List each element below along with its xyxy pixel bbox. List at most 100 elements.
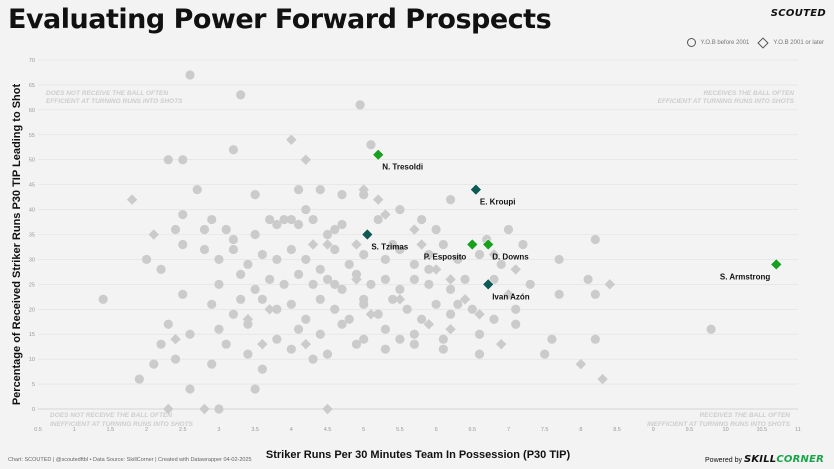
data-point-circle: [301, 204, 311, 215]
data-point-circle: [286, 299, 296, 309]
data-point-circle: [228, 145, 239, 155]
data-point-diamond: [510, 264, 521, 275]
data-point-diamond: [307, 239, 319, 250]
data-point-diamond: [430, 264, 442, 275]
data-point-circle: [257, 294, 267, 304]
data-point-circle: [395, 244, 405, 255]
data-point-circle: [380, 324, 391, 334]
highlighted-player-label: D. Downs: [492, 252, 529, 261]
data-point-diamond: [597, 373, 608, 385]
data-point-circle: [178, 289, 188, 299]
data-point-diamond: [459, 294, 471, 305]
data-point-circle: [388, 239, 398, 250]
data-point-circle: [134, 374, 144, 384]
highlighted-player-label: P. Esposito: [424, 252, 467, 261]
highlighted-player-label: E. Kroupi: [480, 198, 516, 207]
data-point-circle: [315, 264, 325, 274]
x-tick-label: 0.5: [34, 427, 42, 433]
quadrant-label-bottom-left-line2: INEFFICIENT AT TURNING RUNS INTO SHOTS: [50, 421, 194, 428]
data-point-circle: [554, 289, 564, 299]
data-point-circle: [359, 294, 369, 304]
data-point-circle: [395, 334, 405, 344]
data-point-circle: [192, 185, 202, 195]
data-point-circle: [207, 214, 217, 225]
data-point-circle: [236, 294, 246, 304]
data-point-circle: [221, 224, 231, 235]
data-point-circle: [445, 195, 456, 205]
data-point-circle: [250, 190, 260, 200]
data-point-circle: [409, 274, 419, 284]
data-point-diamond: [488, 249, 500, 260]
data-point-diamond: [300, 338, 312, 350]
data-point-circle: [141, 254, 152, 265]
data-point-circle: [445, 309, 456, 319]
data-point-circle: [337, 190, 347, 200]
data-point-circle: [257, 249, 267, 260]
data-point-circle: [409, 339, 419, 349]
data-point-diamond: [264, 304, 275, 315]
data-point-circle: [438, 334, 448, 344]
data-point-diamond: [148, 229, 160, 240]
data-point-circle: [265, 214, 275, 225]
data-point-diamond: [170, 334, 181, 345]
skillcorner-logo-b: CORNER: [776, 454, 824, 465]
legend-circle-icon: [687, 38, 697, 47]
y-tick-label: 20: [29, 307, 35, 313]
data-point-circle: [149, 359, 159, 369]
data-point-circle: [293, 269, 304, 279]
data-point-circle: [402, 304, 412, 314]
data-point-diamond: [416, 239, 427, 250]
y-tick-label: 10: [29, 357, 35, 363]
data-point-circle: [185, 329, 195, 339]
highlighted-player-label: S. Tzimas: [371, 243, 408, 252]
x-tick-label: 7: [507, 427, 510, 433]
data-point-diamond: [300, 154, 312, 165]
powered-by-label: Powered by: [705, 457, 742, 464]
data-point-circle: [315, 329, 325, 339]
data-point-circle: [221, 339, 231, 349]
x-tick-label: 1.5: [107, 427, 115, 433]
data-point-circle: [511, 319, 521, 329]
data-point-circle: [178, 209, 188, 220]
data-point-circle: [301, 254, 311, 265]
data-point-circle: [388, 294, 398, 304]
highlighted-player-marker: [770, 258, 783, 271]
data-point-circle: [453, 254, 463, 265]
data-point-circle: [286, 244, 296, 255]
highlighted-player-marker: [469, 183, 482, 196]
data-point-circle: [214, 254, 224, 265]
data-point-circle: [474, 329, 485, 339]
highlighted-player-marker: [361, 228, 374, 241]
data-point-circle: [344, 259, 354, 270]
data-point-diamond: [604, 279, 616, 290]
data-point-circle: [359, 334, 369, 344]
data-point-circle: [438, 344, 448, 354]
data-point-circle: [250, 284, 260, 294]
footer-credits: Chart: SCOUTED | @scoutedftbl • Data Sou…: [8, 457, 252, 463]
y-axis-title: Percentage of Received Striker Runs P30 …: [11, 84, 23, 406]
data-point-circle: [170, 224, 181, 235]
data-point-circle: [366, 140, 376, 150]
data-point-circle: [301, 314, 311, 324]
quadrant-label-bottom-right-line1: RECEIVES THE BALL OFTEN: [699, 412, 790, 419]
data-point-circle: [337, 284, 347, 294]
data-point-circle: [272, 304, 282, 314]
data-point-circle: [525, 279, 535, 289]
data-point-circle: [409, 259, 419, 270]
data-point-circle: [185, 70, 195, 80]
data-point-circle: [207, 359, 217, 369]
data-point-diamond: [409, 224, 420, 235]
brand-logo: SCOUTED: [770, 8, 826, 19]
data-point-circle: [424, 264, 434, 274]
highlighted-player-label: S. Armstrong: [720, 272, 770, 281]
x-tick-label: 8: [579, 427, 582, 433]
x-tick-label: 2.5: [179, 427, 187, 433]
data-point-circle: [163, 155, 173, 165]
y-tick-label: 35: [29, 233, 35, 239]
highlighted-player-label: Ivan Azón: [492, 292, 530, 301]
data-point-circle: [228, 244, 239, 255]
y-tick-label: 60: [29, 108, 35, 114]
data-point-circle: [279, 279, 289, 289]
highlighted-player-marker: [466, 238, 479, 251]
data-point-circle: [272, 334, 282, 344]
